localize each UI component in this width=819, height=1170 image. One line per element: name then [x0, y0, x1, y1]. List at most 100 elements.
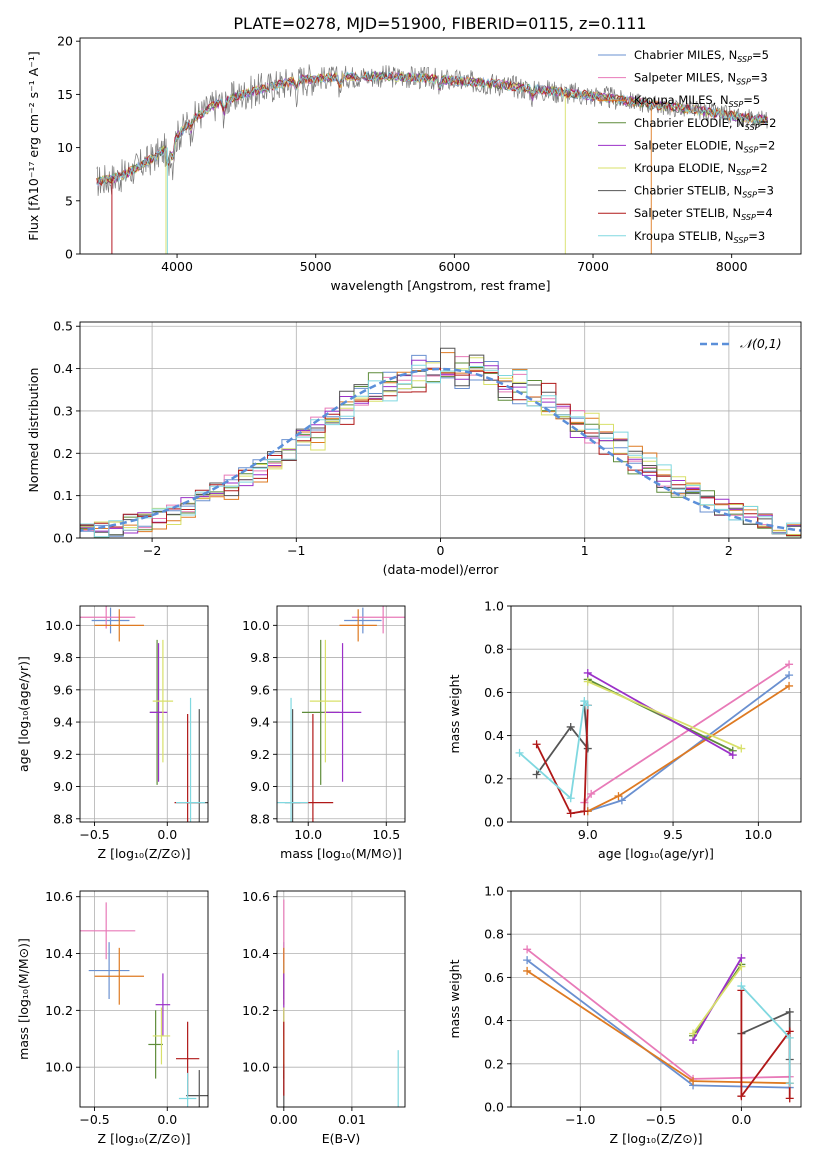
mass-vs-ebv-y-tick-label: 10.2: [242, 1003, 270, 1018]
mass-vs-z-y-tick-label: 10.2: [45, 1003, 73, 1018]
mass-weight-vs-z-series-line: [692, 966, 743, 1035]
legend-label-tail: =2: [758, 138, 775, 152]
mass-weight-vs-age-point-marker: [583, 744, 592, 753]
mass-weight-vs-age-point-marker: [532, 770, 541, 779]
age-vs-z-x-tick-label: −0.5: [79, 827, 109, 842]
mass-weight-vs-age-point-marker: [614, 792, 623, 801]
spectrum-x-axis-label: wavelength [Angstrom, rest frame]: [330, 278, 550, 293]
age-vs-z-y-tick-label: 9.2: [53, 747, 73, 762]
residuals-panel: 𝒩(0,1) −2 −1 0 1 2 0.0 0.1 0.2 0.3 0.4 0.5 (data-mod…: [26, 319, 802, 577]
age-vs-mass-panel: 10.0 10.5 8.8 9.0 9.2 9.4 9.6 9.8 10.0 mass [log₁…: [242, 605, 406, 861]
legend-label-sub: SSP: [736, 78, 751, 87]
mass-weight-vs-age-point-marker: [737, 744, 746, 753]
mass-weight-vs-z-frame: [510, 890, 802, 1108]
mass-weight-vs-age-frame: [510, 605, 802, 823]
spectrum-x-tick-label: 5000: [300, 259, 332, 274]
mass-vs-z-panel: −0.5 0.0 10.0 10.2 10.4 10.6 Z [log₁₀(Z/Z⊙)] ma…: [16, 889, 209, 1146]
mass-weight-vs-age-point-marker: [583, 701, 592, 710]
spectrum-y-tick-label: 10: [57, 140, 73, 155]
mass-vs-z-x-tick-label: 0.0: [157, 1112, 177, 1127]
spectrum-y-tick-label: 20: [57, 34, 73, 49]
mass-weight-vs-age-series-line: [535, 705, 589, 815]
mass-weight-vs-z-point-marker: [737, 962, 746, 971]
legend-label-main: Kroupa MILES, N: [634, 93, 729, 107]
age-vs-z-y-tick-label: 9.6: [53, 682, 73, 697]
mass-vs-z-y-tick-label: 10.6: [45, 889, 73, 904]
mass-weight-vs-z-point-marker: [737, 1092, 746, 1101]
legend-label-main: Kroupa ELODIE, N: [634, 161, 736, 175]
mass-weight-vs-age-point-marker: [566, 794, 575, 803]
mass-weight-vs-z-x-axis-label: Z [log₁₀(Z/Z⊙)]: [610, 1131, 703, 1146]
legend-label-sub: SSP: [742, 191, 757, 200]
spectrum-y-tick-label: 0: [65, 247, 73, 262]
mass-weight-vs-z-point-marker: [523, 956, 532, 965]
spectrum-legend: Chabrier MILES, NSSP=5 Salpeter MILES, NS…: [598, 48, 776, 245]
mass-vs-ebv-plot-area: [283, 899, 399, 1107]
mass-weight-vs-age-point-marker: [617, 796, 626, 805]
legend-label-sub: SSP: [737, 55, 752, 64]
spectrum-x-tick-label: 6000: [438, 259, 470, 274]
mass-weight-vs-z-y-tick-label: 0.2: [484, 1056, 504, 1071]
mass-vs-ebv-panel: 0.00 0.01 10.0 10.2 10.4 10.6 E(B-V): [242, 889, 406, 1146]
legend-label-tail: =3: [757, 184, 774, 198]
mass-weight-vs-age-y-tick-label: 0.2: [484, 771, 504, 786]
mass-weight-vs-age-point-marker: [583, 677, 592, 686]
gaussian-legend-label: 𝒩(0,1): [740, 336, 782, 351]
mass-weight-vs-z-x-tick-label: −0.5: [646, 1112, 676, 1127]
legend-label: Salpeter STELIB, NSSP=4: [634, 206, 773, 222]
mass-weight-vs-age-x-tick-label: 10.0: [744, 827, 772, 842]
residuals-x-tick-label: −1: [287, 543, 305, 558]
mass-weight-vs-age-point-marker: [785, 671, 794, 680]
mass-weight-vs-age-panel: 9.0 9.5 10.0 0.0 0.2 0.4 0.6 0.8 1.0 age [log₁₀(a…: [447, 599, 802, 861]
mass-weight-vs-z-x-tick-label: −1.0: [565, 1112, 595, 1127]
legend-label: Salpeter ELODIE, NSSP=2: [634, 138, 775, 154]
mass-vs-ebv-frame: [276, 890, 406, 1108]
mass-weight-vs-age-point-marker: [580, 697, 589, 706]
mass-weight-vs-z-y-tick-label: 0.6: [484, 970, 504, 985]
mass-vs-ebv-x-tick-label: 0.00: [270, 1112, 298, 1127]
mass-weight-vs-z-point-marker: [785, 1007, 794, 1016]
legend-label: Kroupa STELIB, NSSP=3: [634, 229, 765, 245]
mass-weight-vs-z-point-marker: [785, 1079, 794, 1088]
spectrum-x-tick-label: 7000: [577, 259, 609, 274]
mass-weight-vs-age-y-tick-label: 0.4: [484, 728, 504, 743]
legend-label: Kroupa MILES, NSSP=5: [634, 93, 760, 109]
spectrum-plot-area: [96, 64, 769, 254]
spectrum-panel: Chabrier MILES, NSSP=5 Salpeter MILES, NS…: [26, 34, 802, 293]
legend-label-sub: SSP: [729, 100, 744, 109]
mass-weight-vs-age-point-marker: [580, 807, 589, 816]
legend-label: Chabrier MILES, NSSP=5: [634, 48, 769, 64]
legend-label-sub: SSP: [744, 145, 759, 154]
legend-label-tail: =3: [751, 71, 768, 85]
age-vs-mass-y-tick-label: 9.8: [250, 650, 270, 665]
mass-weight-vs-z-point-marker: [785, 1094, 794, 1103]
mass-weight-vs-age-series-line: [587, 680, 742, 750]
age-vs-mass-y-tick-label: 10.0: [242, 618, 270, 633]
mass-weight-vs-z-y-axis-label: mass weight: [447, 959, 462, 1038]
residuals-y-axis-label: Normed distribution: [26, 368, 41, 493]
legend-label-sub: SSP: [745, 123, 760, 132]
mass-weight-vs-age-x-tick-label: 9.0: [578, 827, 598, 842]
mass-weight-vs-z-y-tick-label: 1.0: [484, 884, 504, 899]
age-vs-z-panel: −0.5 0.0 8.8 9.0 9.2 9.4 9.6 9.8 10.0 Z [log₁₀(Z/…: [16, 605, 209, 861]
residuals-x-tick-label: 1: [581, 543, 589, 558]
legend-label-tail: =3: [748, 229, 765, 243]
legend-label-sub: SSP: [736, 168, 751, 177]
mass-weight-vs-z-x-tick-label: 0.0: [731, 1112, 751, 1127]
age-vs-mass-y-tick-label: 9.6: [250, 682, 270, 697]
legend-label: Chabrier STELIB, NSSP=3: [634, 184, 774, 200]
age-vs-mass-y-tick-label: 9.2: [250, 747, 270, 762]
age-vs-z-y-tick-label: 8.8: [53, 811, 73, 826]
mass-vs-ebv-x-axis-label: E(B-V): [322, 1131, 361, 1146]
mass-weight-vs-age-x-axis-label: age [log₁₀(age/yr)]: [598, 846, 714, 861]
legend-label: Salpeter MILES, NSSP=3: [634, 71, 768, 87]
spectrum-x-tick-label: 4000: [161, 259, 193, 274]
mass-weight-vs-z-y-tick-label: 0.8: [484, 927, 504, 942]
legend-label-tail: =5: [752, 48, 769, 62]
legend-label-tail: =5: [743, 93, 760, 107]
mass-vs-ebv-x-tick-label: 0.01: [338, 1112, 366, 1127]
mass-vs-z-y-axis-label: mass [log₁₀(M/M⊙)]: [16, 938, 31, 1060]
residuals-x-tick-label: −2: [143, 543, 161, 558]
mass-weight-vs-age-plot-area: [515, 660, 794, 818]
